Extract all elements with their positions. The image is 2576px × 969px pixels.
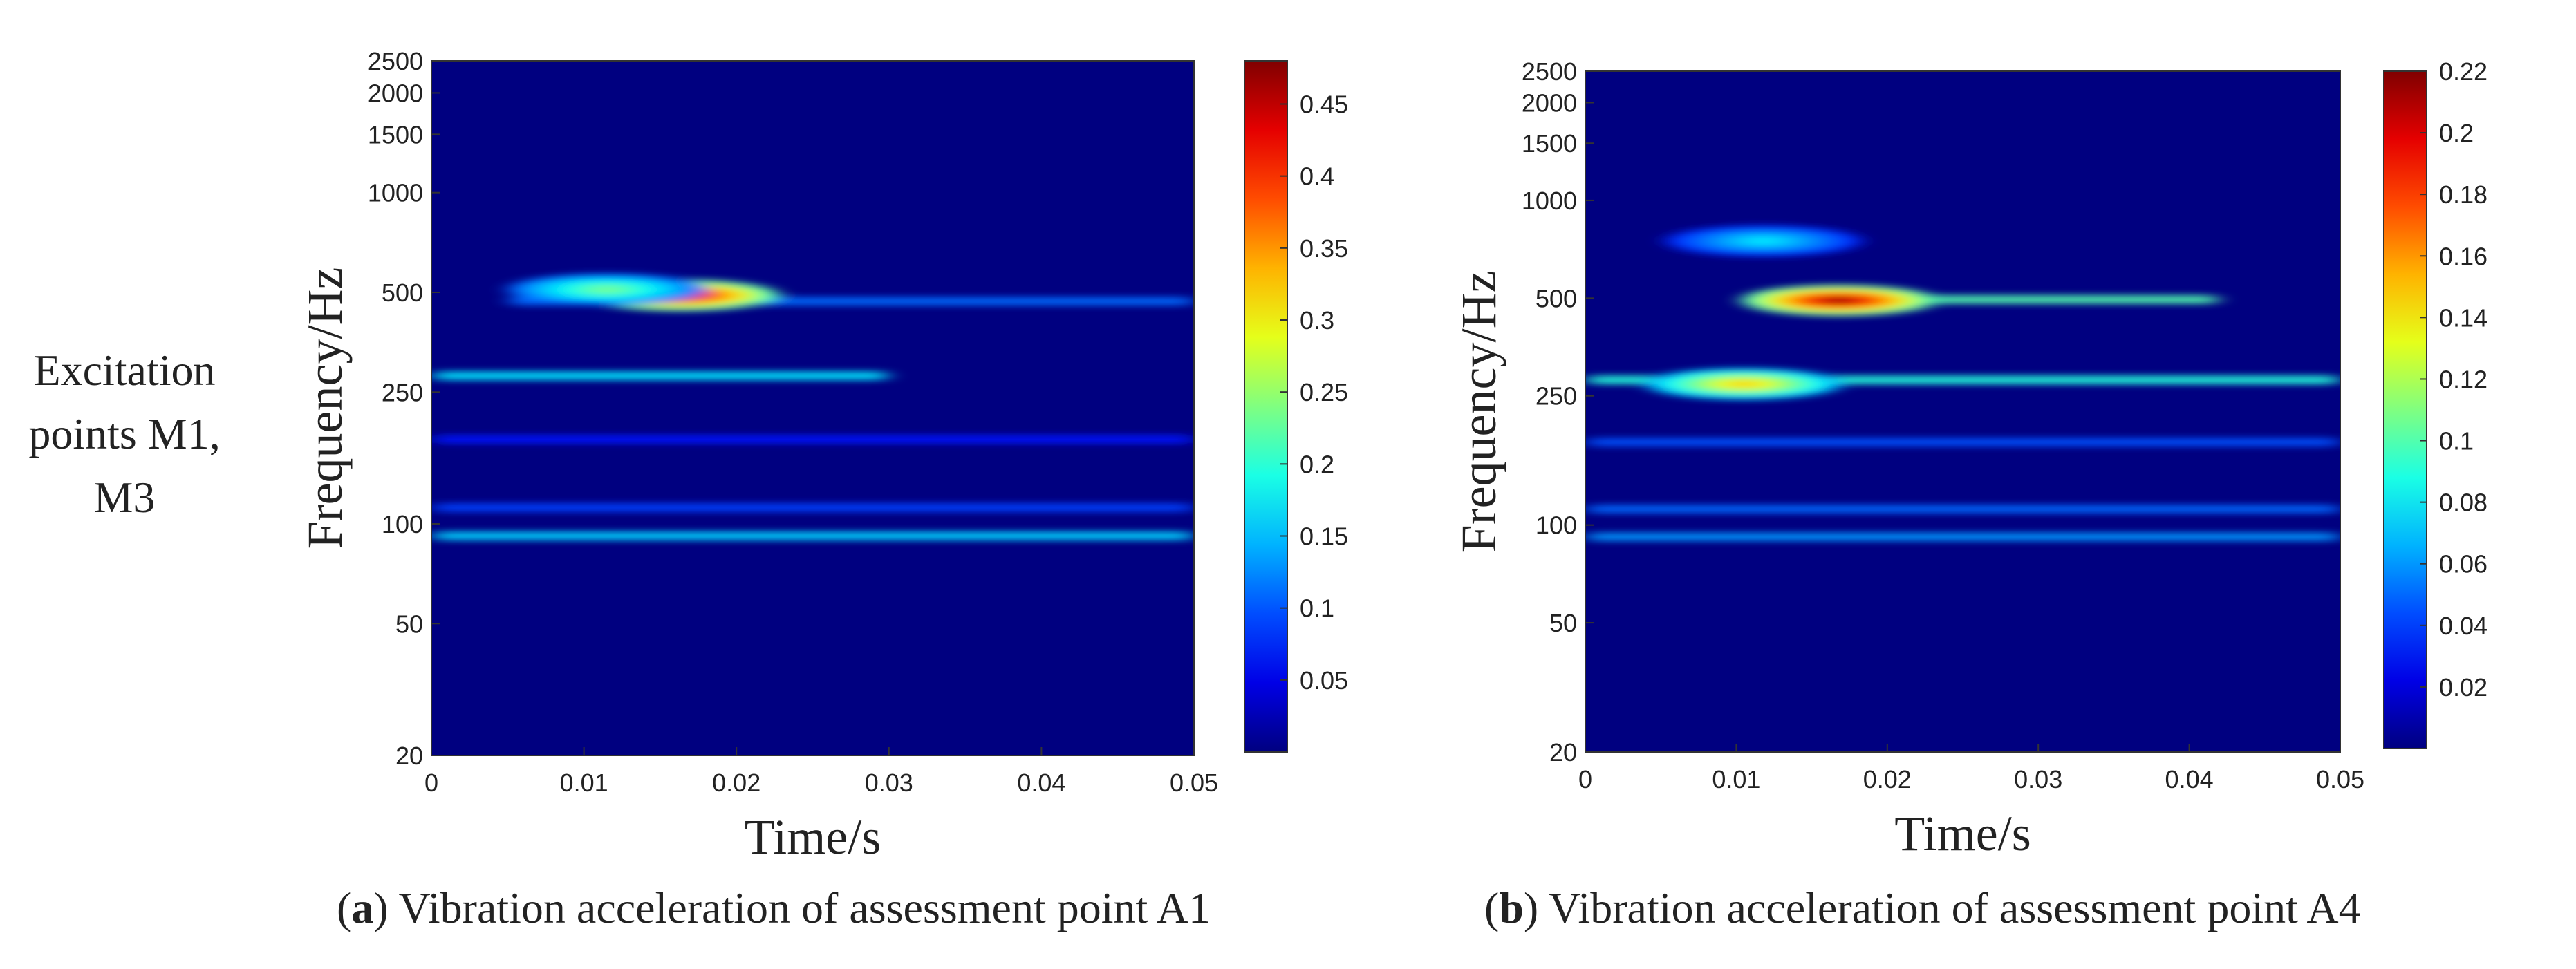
- band-112hz: [1585, 505, 2340, 514]
- y-tick-label: 2500: [368, 47, 423, 75]
- y-tick-label: 2000: [1522, 89, 1577, 117]
- y-tick-label: 2000: [368, 79, 423, 107]
- colorbar-tick-label: 0.22: [2439, 57, 2488, 86]
- caption-letter: a: [351, 883, 373, 932]
- colorbar-tick-label: 0.04: [2439, 612, 2488, 640]
- peak-0: [1740, 285, 1937, 317]
- chart-caption: (b) Vibration acceleration of assessment…: [1484, 883, 2361, 932]
- x-tick-label: 0.03: [865, 769, 913, 797]
- y-tick-label: 500: [1536, 284, 1577, 312]
- band-495hz: [1887, 295, 2220, 303]
- heatmap-background: [431, 61, 1194, 755]
- peak-0-contour-5: [1822, 297, 1856, 303]
- y-tick-label: 500: [382, 279, 423, 307]
- x-tick-label: 0.01: [1712, 765, 1760, 793]
- colorbar-tick-label: 0.02: [2439, 673, 2488, 702]
- colorbar: [2383, 70, 2427, 749]
- colorbar-tick-label: 0.15: [1300, 523, 1348, 551]
- x-tick-label: 0.02: [712, 769, 760, 797]
- colorbar: [1244, 60, 1288, 753]
- peak-2: [1665, 225, 1862, 257]
- x-tick-label: 0.04: [2165, 765, 2214, 793]
- y-tick-label: 20: [395, 742, 423, 770]
- colorbar-tick-label: 0.4: [1300, 162, 1334, 191]
- x-tick-label: 0: [1578, 765, 1592, 793]
- y-tick-label: 100: [382, 510, 423, 538]
- band-180hz: [431, 435, 1194, 444]
- x-tick-label: 0.05: [2316, 765, 2364, 793]
- x-tick-label: 0.03: [2014, 765, 2062, 793]
- y-tick-label: 20: [1549, 738, 1577, 766]
- heatmap-background: [1585, 71, 2340, 752]
- colorbar-tick-label: 0.14: [2439, 303, 2488, 332]
- band-180hz: [1585, 438, 2340, 446]
- peak-1-contour-5: [1727, 381, 1760, 387]
- colorbar-tick-label: 0.1: [2439, 427, 2474, 455]
- row-label-line-2: points M1,: [28, 409, 221, 458]
- y-tick-label: 250: [1536, 382, 1577, 411]
- y-tick-label: 250: [382, 378, 423, 406]
- band-92hz: [1585, 533, 2340, 541]
- x-tick-label: 0.01: [560, 769, 608, 797]
- colorbar-tick-label: 0.25: [1300, 378, 1348, 406]
- colorbar-tick-label: 0.2: [2439, 119, 2474, 147]
- colorbar-tick-label: 0.06: [2439, 550, 2488, 578]
- chart-b: 0 0.01 0.02 0.03 0.04 0.05 20 50 100 250 500 1000 15…: [1451, 57, 2488, 932]
- y-tick-label: 1500: [368, 120, 423, 149]
- y-tick-label: 1500: [1522, 129, 1577, 158]
- chart-caption: (a) Vibration acceleration of assessment…: [337, 883, 1211, 932]
- colorbar-tick-label: 0.18: [2439, 180, 2488, 209]
- x-tick-label: 0: [424, 769, 438, 797]
- x-tick-label: 0.02: [1863, 765, 1912, 793]
- y-axis-label: Frequency/Hz: [297, 267, 353, 549]
- band-112hz: [431, 503, 1194, 512]
- x-tick-label: 0.04: [1017, 769, 1065, 797]
- row-label-line-1: Excitation: [33, 346, 216, 395]
- y-tick-label: 100: [1536, 511, 1577, 540]
- chart-a: 0 0.01 0.02 0.03 0.04 0.05 20 50 100 250 500 1000 15…: [297, 47, 1348, 932]
- band-92hz: [431, 531, 1194, 540]
- plot-frame: [1585, 70, 2341, 753]
- row-label: Excitation points M1, M3: [0, 339, 256, 529]
- band-280hz: [431, 371, 889, 380]
- x-axis-label: Time/s: [1894, 806, 2031, 861]
- peak-2-contour-5: [1747, 238, 1780, 244]
- y-tick-label: 50: [1549, 609, 1577, 637]
- colorbar-tick-label: 0.16: [2439, 242, 2488, 270]
- y-tick-label: 1000: [368, 179, 423, 207]
- y-tick-label: 50: [395, 610, 423, 638]
- colorbar-tick-label: 0.1: [1300, 594, 1334, 623]
- x-axis-label: Time/s: [745, 809, 881, 865]
- peak-1-contour-5: [590, 287, 624, 292]
- y-tick-label: 2500: [1522, 57, 1577, 86]
- colorbar-tick-label: 0.3: [1300, 306, 1334, 335]
- x-tick-label: 0.05: [1170, 769, 1218, 797]
- caption-text: Vibration acceleration of assessment poi…: [389, 883, 1211, 932]
- colorbar-tick-label: 0.2: [1300, 450, 1334, 478]
- caption-text: Vibration acceleration of assessment poi…: [1538, 883, 2360, 932]
- y-axis-label: Frequency/Hz: [1451, 271, 1506, 553]
- peak-1: [1645, 368, 1842, 399]
- colorbar-tick-label: 0.35: [1300, 234, 1348, 263]
- peak-1: [507, 273, 707, 305]
- plot-frame: [431, 60, 1195, 756]
- row-label-line-3: M3: [93, 473, 156, 522]
- caption-letter: b: [1499, 883, 1524, 932]
- colorbar-tick-label: 0.05: [1300, 666, 1348, 695]
- y-tick-label: 1000: [1522, 187, 1577, 215]
- colorbar-tick-label: 0.12: [2439, 365, 2488, 393]
- colorbar-tick-label: 0.08: [2439, 489, 2488, 517]
- colorbar-tick-label: 0.45: [1300, 91, 1348, 119]
